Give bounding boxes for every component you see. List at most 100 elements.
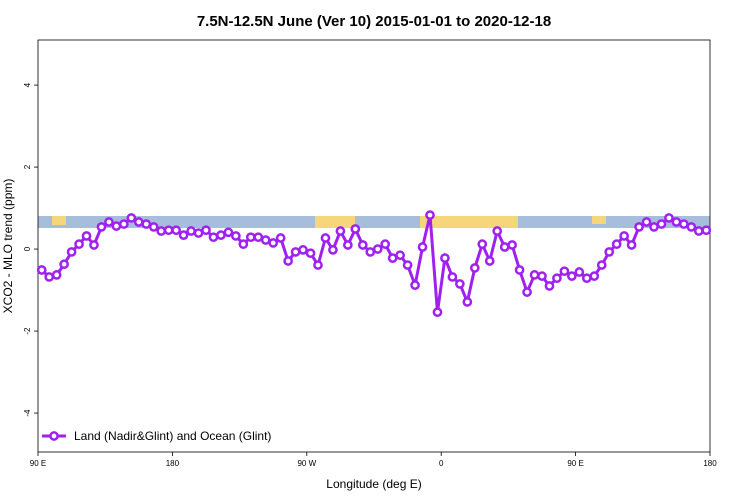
data-point <box>679 219 689 229</box>
data-point <box>328 245 338 255</box>
data-point <box>335 226 346 236</box>
data-point <box>141 219 152 229</box>
data-point <box>462 297 473 307</box>
data-point <box>81 231 92 241</box>
y-tick-label: 4 <box>23 82 32 87</box>
data-point <box>313 260 323 270</box>
data-point <box>201 225 211 236</box>
land-patch <box>592 216 606 224</box>
data-point <box>171 225 181 236</box>
data-point <box>186 226 196 236</box>
data-point <box>395 250 405 261</box>
data-point <box>686 222 697 232</box>
data-point <box>260 235 271 245</box>
data-point <box>89 240 99 250</box>
y-tick-label: -2 <box>23 327 32 335</box>
data-point <box>320 233 331 243</box>
data-point <box>499 242 510 252</box>
data-point <box>178 230 189 240</box>
data-point <box>66 247 77 257</box>
data-point <box>253 232 264 243</box>
data-point <box>537 271 547 281</box>
data-point <box>357 240 368 250</box>
data-point <box>514 265 525 275</box>
data-point <box>290 247 301 257</box>
data-point <box>350 224 361 234</box>
data-point <box>36 265 47 275</box>
data-point <box>641 217 652 227</box>
data-point <box>365 247 376 257</box>
data-point <box>567 271 577 281</box>
data-point <box>634 222 644 232</box>
data-point <box>305 248 316 259</box>
data-point <box>208 232 219 243</box>
data-point <box>402 260 413 270</box>
data-point <box>693 226 704 236</box>
y-tick-label: 2 <box>23 164 32 169</box>
data-point <box>596 260 607 270</box>
data-point <box>649 222 659 232</box>
data-point <box>664 213 674 223</box>
data-point <box>417 242 428 252</box>
data-point <box>552 273 562 284</box>
data-point <box>148 222 159 232</box>
data-point <box>507 240 517 250</box>
y-axis-label: XCO2 - MLO trend (ppm) <box>1 179 15 314</box>
x-axis-label: Longitude (deg E) <box>326 477 421 491</box>
data-point <box>238 239 249 250</box>
data-point <box>96 222 107 232</box>
data-point <box>51 270 62 280</box>
data-point <box>275 233 286 243</box>
data-point <box>581 273 592 284</box>
legend-label: Land (Nadir&Glint) and Ocean (Glint) <box>74 429 271 443</box>
data-point <box>447 272 458 282</box>
data-point <box>216 230 226 240</box>
data-point <box>156 226 167 236</box>
legend-marker <box>49 431 59 441</box>
data-point <box>484 256 495 266</box>
data-point <box>589 271 600 281</box>
data-point <box>529 270 540 280</box>
data-point <box>387 253 398 263</box>
data-point <box>372 244 383 254</box>
data-point <box>193 228 204 238</box>
data-point <box>245 232 256 243</box>
data-point <box>455 279 465 289</box>
data-point <box>432 307 443 318</box>
data-point <box>626 240 637 250</box>
x-tick-label: 90 W <box>297 459 316 468</box>
x-tick-label: 180 <box>703 459 717 468</box>
data-point <box>656 219 667 229</box>
data-point <box>111 221 122 231</box>
data-point <box>410 280 420 291</box>
data-point <box>343 240 353 250</box>
data-point <box>163 225 174 236</box>
data-point <box>133 217 144 227</box>
data-point <box>231 231 241 241</box>
data-point <box>604 247 615 257</box>
x-tick-label: 90 E <box>30 459 46 468</box>
data-point <box>119 219 129 229</box>
data-point <box>671 217 682 227</box>
data-point <box>298 245 308 255</box>
data-point <box>559 266 570 277</box>
series-line <box>40 214 707 313</box>
data-point <box>492 226 503 236</box>
plot-frame <box>37 39 711 453</box>
land-patch <box>52 216 66 225</box>
land-patch <box>420 216 518 228</box>
data-point <box>126 213 137 223</box>
background-band <box>38 216 710 228</box>
data-point <box>619 231 629 241</box>
data-point <box>59 259 69 270</box>
data-point <box>544 281 555 291</box>
data-point <box>522 287 532 297</box>
data-point <box>268 238 279 248</box>
data-point <box>74 239 84 250</box>
data-point <box>701 225 712 236</box>
x-tick-label: 90 E <box>567 459 583 468</box>
data-point <box>425 210 435 220</box>
data-point <box>611 239 622 250</box>
land-patch <box>315 216 355 228</box>
